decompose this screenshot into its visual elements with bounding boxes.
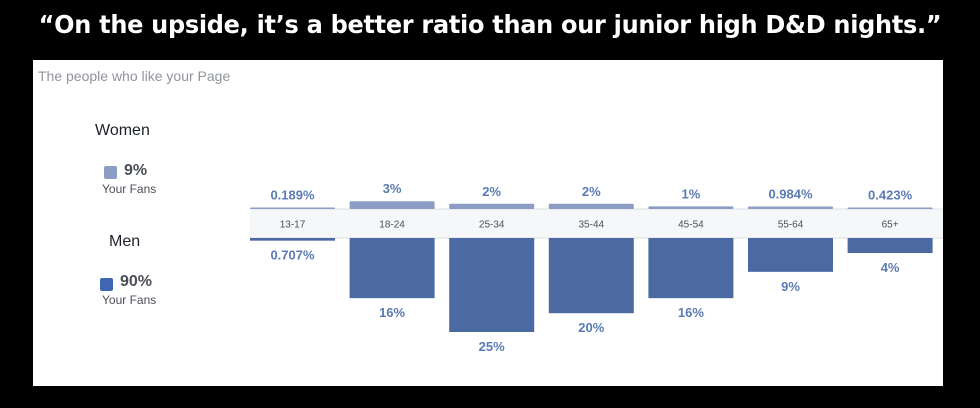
women-value-label-45-54: 1% <box>682 186 701 201</box>
category-label-13-17: 13-17 <box>280 220 306 231</box>
age-gender-chart: 0.189% 0.707% 13-17 3% 16% 18-24 2% 25% 25-34 2% 2… <box>250 181 943 354</box>
women-value-label-65+: 0.423% <box>868 188 913 203</box>
meme-caption: “On the upside, it’s a better ratio than… <box>38 10 942 39</box>
legend-women-percent: 9% <box>124 162 148 179</box>
women-bar-13-17 <box>250 207 335 209</box>
men-bar-65+ <box>847 238 933 254</box>
women-bar-55-64 <box>748 206 833 209</box>
legend-men-sub: Your Fans <box>102 293 157 307</box>
category-label-55-64: 55-64 <box>778 220 804 231</box>
men-bar-25-34 <box>449 238 535 332</box>
category-label-45-54: 45-54 <box>678 220 704 231</box>
women-value-label-13-17: 0.189% <box>270 188 315 203</box>
panel-title: The people who like your Page <box>38 68 231 84</box>
men-value-label-18-24: 16% <box>379 305 405 320</box>
women-value-label-18-24: 3% <box>383 181 402 196</box>
women-bar-18-24 <box>349 201 435 209</box>
category-band <box>250 209 943 238</box>
fans-panel: The people who like your Page Women 9% Y… <box>33 60 943 386</box>
category-label-25-34: 25-34 <box>479 220 505 231</box>
legend-women-swatch <box>104 166 117 179</box>
men-value-label-25-34: 25% <box>479 339 505 354</box>
category-label-18-24: 18-24 <box>379 220 405 231</box>
legend-men-heading: Men <box>109 233 141 250</box>
women-value-label-25-34: 2% <box>482 184 501 199</box>
men-bar-18-24 <box>349 238 435 299</box>
men-bar-35-44 <box>548 238 634 314</box>
legend-women-heading: Women <box>95 122 150 139</box>
legend-men-swatch <box>100 278 113 291</box>
legend-women-sub: Your Fans <box>102 182 157 196</box>
women-bar-35-44 <box>548 203 634 209</box>
women-bar-65+ <box>847 207 933 209</box>
women-bar-45-54 <box>648 206 734 209</box>
men-bar-13-17 <box>250 238 335 241</box>
category-label-65+: 65+ <box>882 220 899 231</box>
men-value-label-13-17: 0.707% <box>270 248 315 263</box>
legend-men-percent: 90% <box>120 273 153 290</box>
men-value-label-45-54: 16% <box>678 305 704 320</box>
men-value-label-35-44: 20% <box>578 320 604 335</box>
women-value-label-35-44: 2% <box>582 184 601 199</box>
men-bar-45-54 <box>648 238 734 299</box>
men-bar-55-64 <box>748 238 833 272</box>
women-bar-25-34 <box>449 203 535 209</box>
category-label-35-44: 35-44 <box>579 220 605 231</box>
women-value-label-55-64: 0.984% <box>768 186 813 201</box>
men-value-label-55-64: 9% <box>781 279 800 294</box>
men-value-label-65+: 4% <box>881 260 900 275</box>
